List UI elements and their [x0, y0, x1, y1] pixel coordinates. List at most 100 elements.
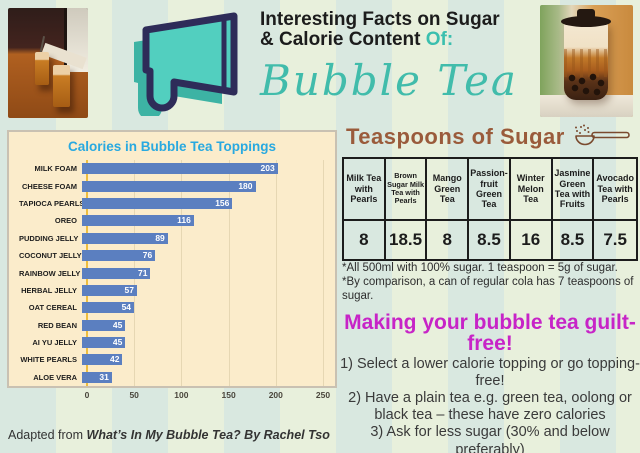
chart-bar: 180 — [82, 180, 256, 192]
chart-bar-row: TAPIOCA PEARLS 156 — [19, 195, 323, 212]
tips-list-item: 2) Have a plain tea e.g. green tea, oolo… — [348, 390, 632, 424]
chart-category-label: OREO — [54, 216, 77, 226]
chart-bar-value-label: 54 — [121, 302, 132, 313]
chart-x-tick-label: 200 — [268, 390, 283, 400]
chart-bar-row: MILK FOAM 203 — [19, 160, 323, 177]
iced-tea-photo — [8, 8, 88, 118]
sugar-table-header-cell: Passion-fruit Green Tea — [469, 159, 511, 221]
chart-gridline — [275, 160, 277, 386]
sugar-table: Milk Tea with Pearls Brown Sugar Milk Tea… — [342, 157, 638, 261]
chart-bar: 31 — [82, 371, 112, 383]
photo-cup-lid — [561, 16, 611, 27]
chart-bar-track: 76 — [82, 250, 323, 262]
sugar-table-value-cell: 8.5 — [553, 221, 595, 259]
tips-heading: Making your bubble tea guilt-free! — [344, 311, 636, 355]
chart-bar-row: RED BEAN 45 — [19, 317, 323, 334]
sugar-table-header-cell: Jasmine Green Tea with Fruits — [552, 159, 595, 221]
chart-bar-track: 180 — [82, 180, 323, 192]
chart-gridline — [228, 160, 230, 386]
sugar-footnote-1: *All 500ml with 100% sugar. 1 teaspoon =… — [342, 262, 618, 274]
header-title-accent: Of: — [425, 28, 454, 50]
header-title-block: Interesting Facts on Sugar & Calorie Con… — [260, 10, 540, 102]
sugar-table-header-row: Milk Tea with Pearls Brown Sugar Milk Tea… — [344, 159, 636, 221]
chart-bar-row: ALOE VERA 31 — [19, 369, 323, 386]
chart-x-tick-label: 150 — [221, 390, 236, 400]
chart-bar-value-label: 71 — [137, 267, 148, 278]
chart-bar-row: WHITE PEARLS 42 — [19, 351, 323, 368]
chart-gridline — [181, 160, 183, 386]
chart-bar-row: HERBAL JELLY 57 — [19, 282, 323, 299]
chart-bar: 71 — [82, 267, 151, 279]
sugar-table-header-cell: Avocado Tea with Pearls — [594, 159, 636, 221]
chart-bar-track: 156 — [82, 197, 323, 209]
attribution-prefix: Adapted from — [8, 428, 87, 442]
chart-bar: 89 — [82, 232, 168, 244]
sugar-table-header-cell: Winter Melon Tea — [510, 159, 553, 221]
chart-category-label: PUDDING JELLY — [19, 233, 79, 243]
chart-bar: 45 — [82, 337, 126, 349]
attribution: Adapted from What’s In My Bubble Tea? By… — [8, 428, 330, 442]
chart-category-label: ALOE VERA — [33, 372, 77, 382]
chart-category-label: TAPIOCA PEARLS — [19, 198, 85, 208]
sugar-table-value-cell: 8.5 — [469, 221, 511, 259]
header-title-line1: Interesting Facts on Sugar — [260, 9, 500, 30]
chart-bar-row: CHEESE FOAM 180 — [19, 177, 323, 194]
bubble-tea-photo — [540, 5, 633, 117]
chart-category-label: MILK FOAM — [34, 164, 78, 174]
chart-bar-value-label: 42 — [110, 354, 120, 365]
tips-list-item: 1) Select a lower calorie topping or go … — [340, 356, 640, 390]
chart-bar-row: PUDDING JELLY 89 — [19, 230, 323, 247]
sugar-table-value-row: 8 18.5 8 8.5 16 8.5 7.5 — [344, 221, 636, 259]
chart-bar-value-label: 45 — [112, 337, 123, 348]
chart-bar-track: 116 — [82, 215, 323, 227]
header-title-line2: & Calorie Content Of: — [260, 28, 454, 50]
chart-category-label: AI YU JELLY — [32, 338, 77, 348]
chart-bar-value-label: 76 — [142, 250, 153, 261]
sugar-footnote-2: *By comparison, a can of regular cola ha… — [342, 275, 634, 302]
tips-list: 1) Select a lower calorie topping or go … — [340, 356, 640, 453]
sugar-section-header: Teaspoons of Sugar — [346, 123, 638, 151]
chart-bar: 42 — [82, 354, 123, 366]
chart-category-label: OAT CEREAL — [28, 303, 77, 313]
sugar-table-value-cell: 7.5 — [603, 230, 627, 249]
photo-glass-detail — [35, 52, 49, 85]
chart-bar-track: 45 — [82, 319, 323, 331]
sugar-table-value-cell: 16 — [511, 221, 553, 259]
chart-bar-row: OAT CEREAL 54 — [19, 299, 323, 316]
chart-bar-row: RAINBOW JELLY 71 — [19, 264, 323, 281]
sugar-spoon-icon — [574, 124, 630, 146]
chart-bar: 203 — [82, 163, 278, 175]
chart-bar-value-label: 116 — [177, 215, 191, 226]
chart-bar-track: 42 — [82, 354, 323, 366]
chart-bar-value-label: 45 — [112, 319, 123, 330]
sugar-section-title: Teaspoons of Sugar — [346, 124, 565, 149]
chart-category-label: RED BEAN — [37, 320, 77, 330]
chart-bar-value-label: 156 — [215, 197, 230, 208]
chart-bar-track: 57 — [82, 284, 323, 296]
chart-title: Calories in Bubble Tea Toppings — [67, 139, 277, 154]
attribution-source: What’s In My Bubble Tea? By Rachel Tso — [86, 428, 330, 442]
chart-bar: 54 — [82, 302, 135, 314]
sugar-table-value-cell: 8 — [427, 221, 470, 259]
chart-bar-track: 31 — [82, 371, 323, 383]
tips-list-item: 3) Ask for less sugar (30% and below pre… — [370, 424, 610, 453]
brand-title: Bubble Tea — [260, 55, 518, 105]
chart-bar: 76 — [82, 250, 156, 262]
photo-glass-detail — [53, 65, 70, 107]
chart-category-label: RAINBOW JELLY — [19, 268, 81, 278]
photo-cup-cap — [577, 9, 595, 19]
sugar-table-value-cell: 8 — [344, 221, 386, 259]
chart-bar-track: 71 — [82, 267, 323, 279]
chart-bar-value-label: 203 — [260, 163, 275, 174]
chart-bar: 45 — [82, 319, 126, 331]
chart-x-tick-label: 100 — [174, 390, 189, 400]
chart-bar-value-label: 31 — [99, 371, 109, 382]
sugar-table-header-cell: Milk Tea with Pearls — [344, 159, 386, 221]
chart-bar: 156 — [82, 197, 233, 209]
sugar-footnotes: *All 500ml with 100% sugar. 1 teaspoon =… — [342, 262, 640, 303]
chart-bar-value-label: 89 — [155, 232, 165, 243]
megaphone-icon — [134, 12, 238, 116]
photo-cup-pearls — [566, 72, 606, 98]
photo-table-detail — [540, 95, 633, 117]
